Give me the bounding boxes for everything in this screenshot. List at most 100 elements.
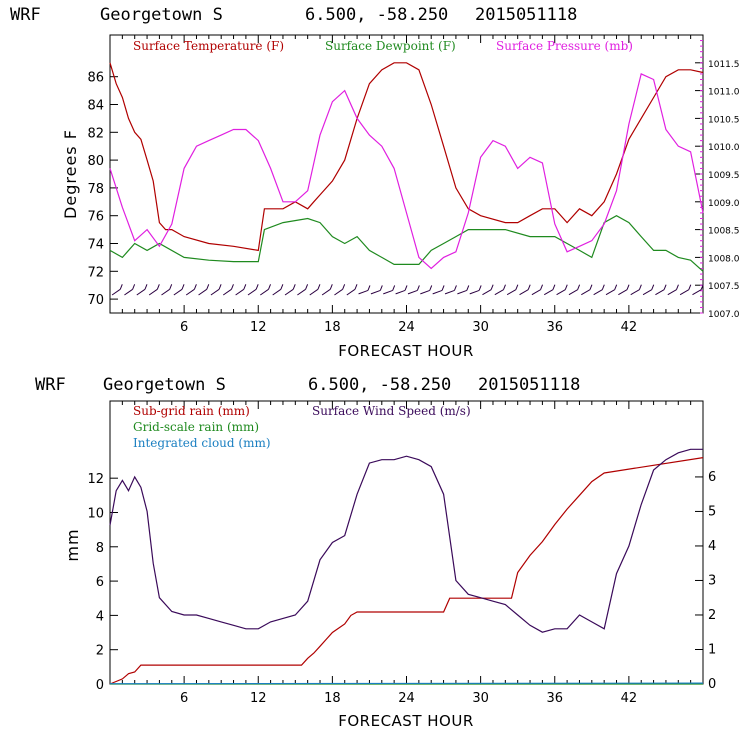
panel-2-series-2 [109, 682, 704, 685]
panel-1-wind-barb-flag [329, 284, 333, 290]
panel-1-wind-barb [198, 288, 208, 296]
panel-1-wind-barb-flag [181, 284, 185, 290]
panel-1-wind-barb [642, 289, 652, 296]
panel-1-series [109, 62, 704, 272]
panel-2-right-tick-label: 5 [708, 504, 716, 519]
panel-1-wind-barb-flag [589, 284, 593, 290]
panel-1-wind-barb-flag [478, 285, 482, 291]
panel-1-wind-barb [432, 289, 443, 295]
panel-1-wind-barb-flag [490, 284, 494, 290]
panel-1-y-tick-label: 78 [87, 182, 104, 197]
panel-2-legend-integrated-cloud: Integrated cloud (mm) [133, 436, 271, 450]
panel-1-wind-barb-flag [367, 285, 371, 291]
panel-1-right-tick-label: 1008.5 [708, 227, 740, 237]
panel-1-y-tick-label: 86 [87, 71, 104, 86]
panel-1-wind-barb [482, 289, 492, 296]
panel-1-wind-barb-flag [614, 284, 618, 290]
panel-2: WRF Georgetown S 6.500, -58.250 20150511… [35, 375, 716, 730]
panel-1-wind-barb [309, 288, 319, 296]
panel-1-y-ticks: 70 72 74 76 78 80 82 84 86 [87, 71, 118, 308]
panel-1-legend-temperature: Surface Temperature (F) [133, 39, 284, 53]
panel-1-x-tick-label: 36 [546, 320, 563, 335]
panel-1-right-tick-label: 1011.5 [708, 60, 740, 70]
panel-1-wind-barb-flag [404, 285, 408, 291]
panel-1-wind-barb-flag [342, 284, 346, 290]
panel-1-wind-barb-flag [601, 284, 605, 290]
panel-2-y-axis-label: mm [63, 528, 82, 561]
panel-1-wind-barb-flag [156, 284, 160, 290]
panel-2-y-ticks: 0 2 4 6 8 10 12 [87, 472, 118, 693]
panel-1-wind-barb-flag [392, 285, 396, 291]
panel-1-wind-barb [506, 289, 517, 296]
panel-1-wind-barb [161, 288, 170, 296]
panel-1-wind-barb [444, 289, 455, 295]
panel-2-legend-wind-speed: Surface Wind Speed (m/s) [312, 404, 471, 418]
panel-1-wind-barb-flag [144, 284, 148, 290]
panel-1-right-tick-label: 1008.0 [708, 254, 740, 264]
panel-1-plot-frame [109, 34, 704, 314]
panel-1-wind-barb [618, 289, 628, 296]
panel-1-wind-barb [605, 289, 615, 296]
panel-1-series-0 [109, 62, 704, 252]
panel-1-wind-barb [222, 288, 232, 296]
panel-1-wind-barb [136, 288, 146, 296]
panel-2-right-tick-label: 3 [708, 573, 716, 588]
panel-1-legend-dewpoint: Surface Dewpoint (F) [325, 39, 456, 53]
panel-1-wind-barb-flag [243, 284, 247, 290]
panel-1-wind-barb-flag [206, 284, 210, 290]
panel-1-wind-barb-flag [268, 284, 271, 290]
panel-1: WRF Georgetown S 6.500, -58.250 20150511… [10, 5, 740, 360]
panel-2-right-tick-label: 2 [708, 608, 716, 623]
panel-1-wind-barb [124, 288, 133, 296]
panel-1-right-tick-label: 1007.0 [708, 310, 740, 320]
panel-1-wind-barb [247, 288, 257, 296]
panel-2-y-tick-label: 8 [96, 541, 104, 556]
panel-1-wind-barb-flag [193, 284, 197, 290]
panel-1-wind-barb [185, 288, 195, 296]
panel-1-y-tick-label: 72 [87, 265, 104, 280]
panel-2-x-axis-label: FORECAST HOUR [338, 712, 474, 730]
panel-2-y-tick-label: 4 [96, 609, 104, 624]
panel-1-wind-barb-flag [169, 284, 173, 290]
panel-1-legend-pressure: Surface Pressure (mb) [496, 39, 633, 53]
panel-1-wind-barb [494, 289, 504, 296]
panel-1-wind-barb-flag [416, 285, 420, 291]
panel-1-wind-barb-flag [466, 285, 470, 291]
panel-2-legend-subgrid-rain: Sub-grid rain (mm) [133, 404, 250, 418]
panel-1-wind-barb [469, 289, 480, 295]
panel-1-x-tick-label: 30 [472, 320, 489, 335]
panel-1-wind-barb-flag [255, 284, 259, 290]
panel-1-header-coords: 6.500, -58.250 [305, 5, 448, 25]
panel-1-wind-barb [692, 289, 702, 296]
panel-2-x-tick-label: 18 [324, 691, 341, 706]
panel-2-x-tick-label: 12 [250, 691, 267, 706]
panel-1-wind-barb [260, 288, 269, 296]
panel-1-wind-barb [543, 289, 554, 296]
panel-1-series-2 [109, 73, 704, 270]
panel-1-x-tick-label: 12 [250, 320, 267, 335]
panel-1-wind-barb-flag [280, 284, 284, 290]
panel-2-x-ticks: 6 12 18 24 30 36 42 [121, 401, 692, 706]
panel-1-wind-barb-flag [379, 285, 383, 291]
panel-1-wind-barb [593, 289, 603, 296]
panel-1-right-tick-label: 1009.0 [708, 199, 740, 209]
panel-1-wind-barb [531, 289, 541, 296]
panel-1-wind-barb [334, 288, 343, 296]
panel-2-y-tick-label: 0 [96, 678, 104, 693]
panel-1-y-tick-label: 70 [87, 293, 104, 308]
panel-1-header-location: Georgetown S [100, 5, 223, 25]
panel-1-wind-barb [370, 289, 381, 295]
panel-1-wind-barb-flag [441, 285, 445, 291]
panel-1-wind-barbs [111, 284, 704, 296]
panel-1-wind-barb [173, 288, 183, 296]
panel-1-y-axis-label: Degrees F [61, 129, 80, 219]
panel-1-x-ticks: 6 12 18 24 30 36 42 [121, 35, 692, 335]
panel-1-wind-barb-flag [663, 284, 667, 290]
panel-2-series-3 [109, 448, 703, 633]
panel-1-wind-barb-flag [577, 284, 581, 290]
panel-1-wind-barb-flag [527, 284, 531, 290]
panel-1-wind-barb [407, 289, 418, 295]
panel-1-wind-barb-flag [119, 284, 123, 290]
panel-2-right-ticks: 0 1 2 3 4 5 6 [695, 470, 716, 692]
